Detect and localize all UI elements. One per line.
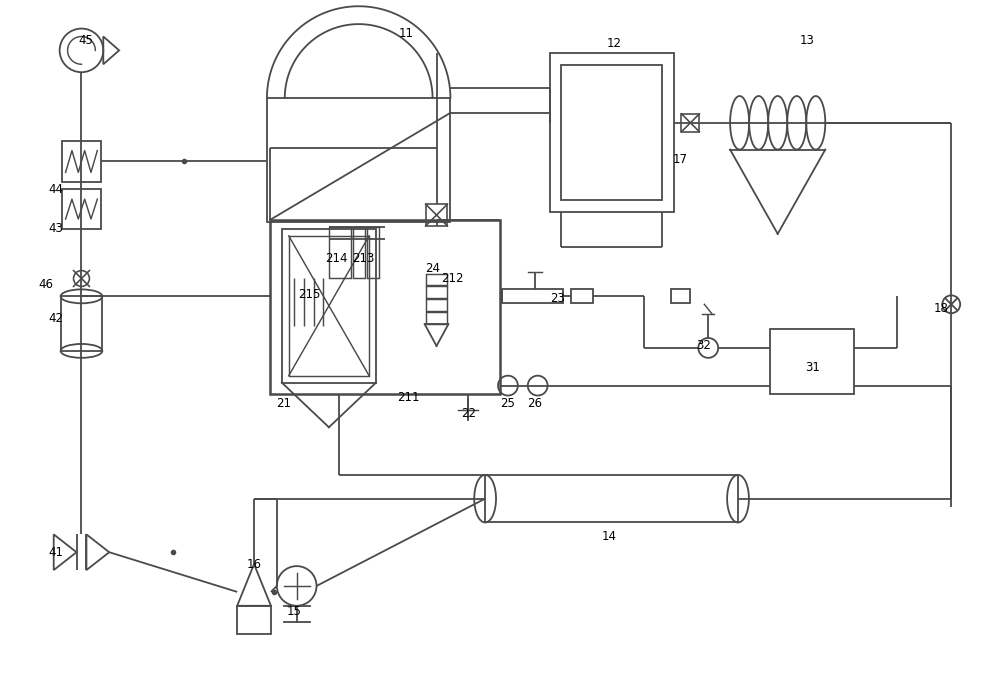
Bar [671, 289, 690, 304]
Text: 15: 15 [286, 605, 301, 619]
Text: 43: 43 [48, 222, 63, 235]
Text: 14: 14 [602, 530, 617, 543]
Bar [353, 227, 365, 279]
Text: 31: 31 [805, 361, 820, 375]
Bar [571, 289, 593, 304]
Text: 22: 22 [461, 407, 476, 420]
Bar [267, 98, 450, 222]
Text: 12: 12 [607, 37, 622, 50]
Text: 42: 42 [48, 312, 63, 324]
Bar [426, 312, 447, 324]
Bar [62, 189, 101, 229]
Text: 13: 13 [800, 34, 815, 47]
Bar [502, 289, 563, 304]
Bar [237, 606, 271, 633]
Bar [289, 236, 369, 376]
Text: 41: 41 [48, 546, 63, 559]
Text: 26: 26 [527, 397, 542, 410]
Bar [270, 220, 500, 393]
Bar [426, 204, 447, 226]
Bar [62, 141, 101, 183]
Text: 45: 45 [78, 34, 93, 47]
Text: 23: 23 [550, 292, 565, 305]
Text: 21: 21 [276, 397, 291, 410]
Bar [770, 329, 854, 393]
Bar [485, 475, 738, 523]
Text: 16: 16 [247, 558, 262, 571]
Text: 17: 17 [673, 153, 688, 166]
Text: 18: 18 [934, 301, 949, 315]
Bar [681, 114, 699, 132]
Text: 215: 215 [298, 288, 321, 301]
Text: 213: 213 [352, 252, 374, 265]
Bar [426, 274, 447, 285]
Text: 25: 25 [500, 397, 515, 410]
Bar [561, 66, 662, 200]
Text: 46: 46 [38, 278, 53, 291]
Text: 211: 211 [398, 391, 420, 404]
Text: 212: 212 [441, 272, 464, 285]
Bar [282, 229, 376, 383]
Bar [61, 296, 102, 351]
Bar [426, 299, 447, 311]
Text: 32: 32 [696, 339, 711, 352]
Text: 24: 24 [425, 262, 440, 275]
Bar [329, 227, 351, 279]
Text: 11: 11 [398, 27, 413, 40]
Text: 214: 214 [325, 252, 348, 265]
Bar [367, 227, 379, 279]
Text: 44: 44 [48, 183, 63, 196]
Bar [550, 53, 674, 212]
Bar [426, 287, 447, 298]
